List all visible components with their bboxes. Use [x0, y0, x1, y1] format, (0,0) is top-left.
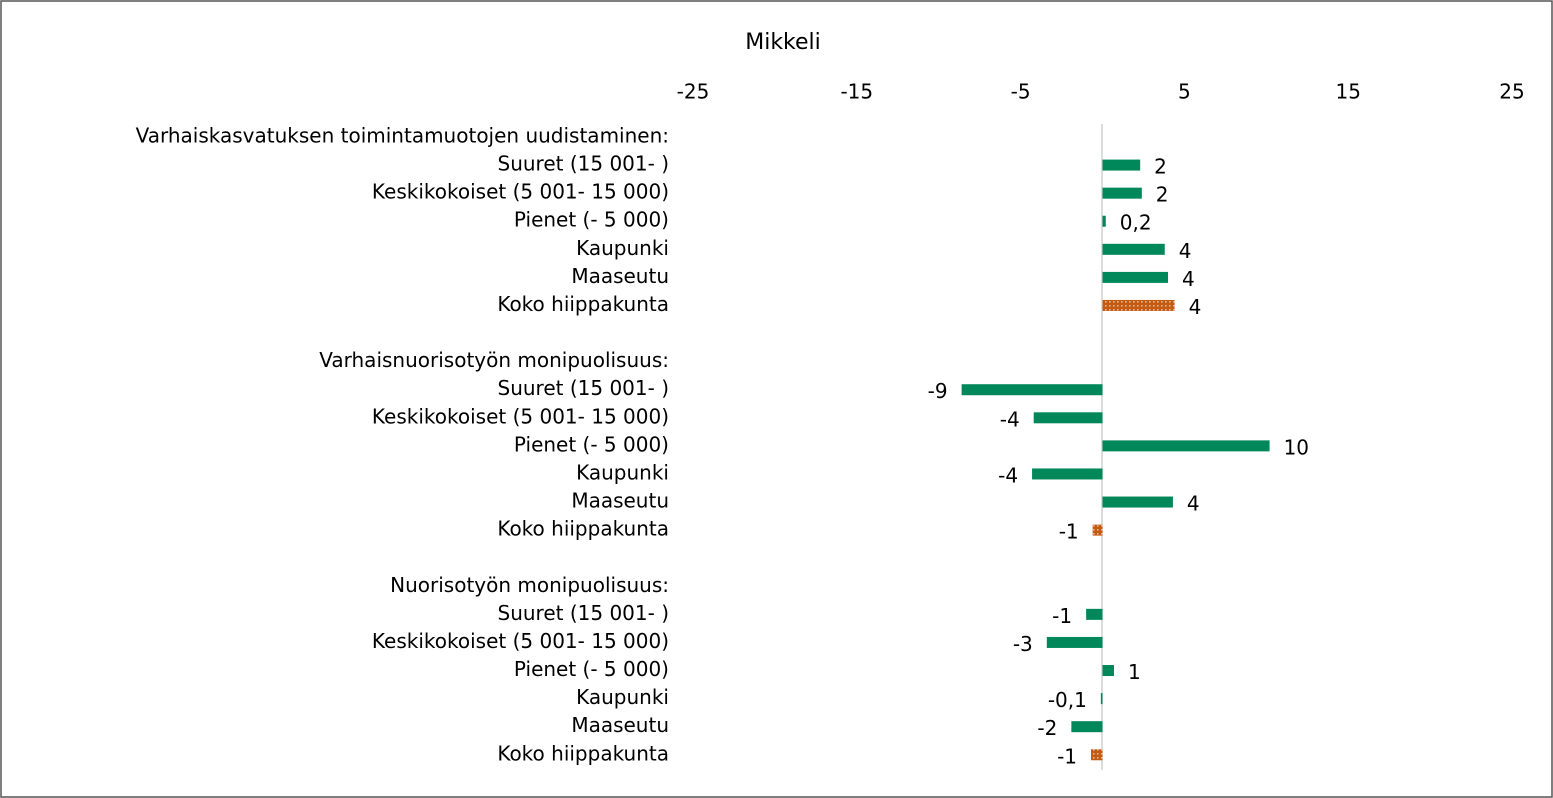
- data-label: 4: [1187, 492, 1200, 516]
- category-label: Pienet (- 5 000): [514, 657, 669, 681]
- category-label: Koko hiippakunta: [497, 517, 669, 541]
- category-label: Nuorisotyön monipuolisuus:: [390, 573, 669, 597]
- bar: [1102, 215, 1106, 227]
- data-label: 1: [1128, 660, 1141, 684]
- category-label: Kaupunki: [576, 685, 669, 709]
- category-label: Kaupunki: [576, 460, 669, 484]
- bar: [1032, 468, 1103, 480]
- data-label: -1: [1052, 604, 1072, 628]
- bar: [1100, 693, 1103, 705]
- data-label: -3: [1013, 632, 1033, 656]
- chart-title: Mikkeli: [745, 30, 821, 55]
- x-tick-label: -5: [1011, 80, 1031, 104]
- data-label: 2: [1154, 155, 1167, 179]
- data-label: -2: [1037, 716, 1057, 740]
- bar: [961, 384, 1103, 396]
- bar: [1092, 524, 1103, 536]
- category-label: Varhaisnuorisotyön monipuolisuus:: [319, 348, 669, 372]
- data-label: 2: [1156, 183, 1169, 207]
- bar: [1033, 412, 1103, 424]
- data-label: 4: [1189, 295, 1202, 319]
- x-tick-label: 15: [1335, 80, 1360, 104]
- category-label: Suuret (15 001- ): [498, 152, 670, 176]
- category-label: Koko hiippakunta: [497, 741, 669, 765]
- category-label: Koko hiippakunta: [497, 292, 669, 316]
- bar: [1102, 159, 1141, 171]
- bar: [1102, 243, 1165, 255]
- category-label: Kaupunki: [576, 236, 669, 260]
- category-label: Pienet (- 5 000): [514, 208, 669, 232]
- category-label: Maaseutu: [571, 713, 669, 737]
- bar: [1071, 721, 1103, 733]
- bar: [1086, 608, 1103, 620]
- bar: [1102, 299, 1175, 311]
- category-label: Pienet (- 5 000): [514, 432, 669, 456]
- category-label: Varhaiskasvatuksen toimintamuotojen uudi…: [136, 124, 669, 148]
- bar: [1091, 749, 1103, 761]
- bar: [1102, 187, 1142, 199]
- data-label: -1: [1059, 520, 1079, 544]
- category-label: Maaseutu: [571, 489, 669, 513]
- x-tick-label: -25: [677, 80, 710, 104]
- data-label: 4: [1182, 267, 1195, 291]
- bar: [1046, 636, 1103, 648]
- category-label: Maaseutu: [571, 264, 669, 288]
- category-label: Suuret (15 001- ): [498, 376, 670, 400]
- bar: [1102, 496, 1173, 508]
- data-label: 0,2: [1120, 211, 1152, 235]
- data-label: 4: [1179, 239, 1192, 263]
- bar: [1102, 440, 1270, 452]
- category-label: Keskikokoiset (5 001- 15 000): [372, 180, 669, 204]
- x-tick-label: -15: [840, 80, 873, 104]
- category-label: Suuret (15 001- ): [498, 601, 670, 625]
- data-label: -4: [1000, 407, 1020, 431]
- bar: [1102, 271, 1169, 283]
- data-label: 10: [1284, 435, 1309, 459]
- category-label: Keskikokoiset (5 001- 15 000): [372, 404, 669, 428]
- data-label: -1: [1057, 744, 1077, 768]
- data-label: -0,1: [1048, 688, 1087, 712]
- data-label: -4: [998, 463, 1018, 487]
- bar: [1102, 665, 1114, 677]
- x-tick-label: 5: [1178, 80, 1191, 104]
- category-label: Keskikokoiset (5 001- 15 000): [372, 629, 669, 653]
- x-tick-label: 25: [1499, 80, 1524, 104]
- data-label: -9: [928, 379, 948, 403]
